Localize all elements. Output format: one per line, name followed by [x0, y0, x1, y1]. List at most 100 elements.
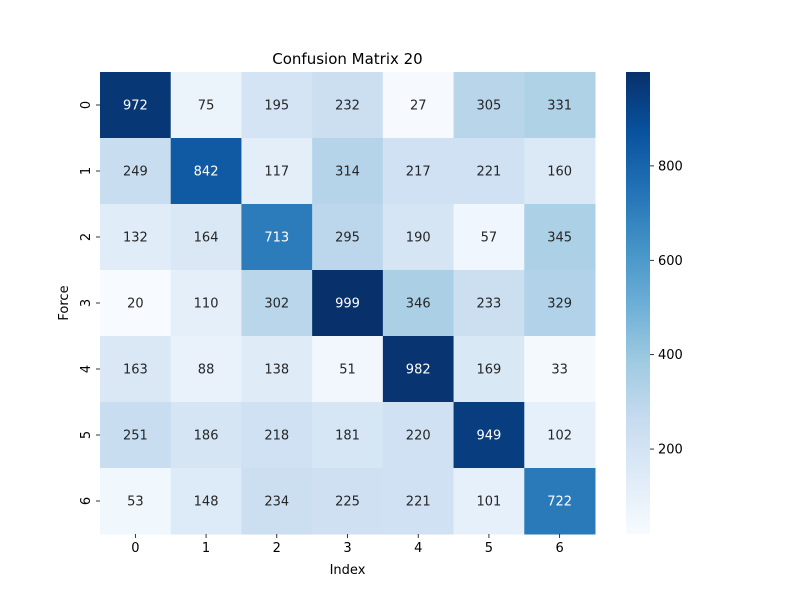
heatmap-cell [170, 72, 242, 139]
heatmap-cell [170, 468, 242, 535]
cell-value-label: 169 [477, 363, 502, 378]
heatmap-cell [453, 204, 525, 271]
heatmap-cell [241, 270, 313, 337]
cell-value-label: 53 [127, 495, 144, 510]
cell-value-label: 345 [547, 231, 572, 246]
heatmap-cell [100, 402, 172, 469]
cell-value-label: 88 [198, 363, 215, 378]
cell-value-label: 302 [264, 297, 289, 312]
x-tick-label: 6 [556, 541, 564, 556]
y-tick-label: 4 [79, 365, 94, 373]
colorbar-ticks: 200 400 600 800 [650, 159, 683, 458]
heatmap-cell [524, 204, 596, 271]
heatmap-cell [312, 468, 384, 535]
heatmap-cell [241, 336, 313, 403]
heatmap-cell [312, 138, 384, 205]
y-axis-label: Force [57, 285, 72, 320]
heatmap-cell [312, 72, 384, 139]
x-tick-label: 4 [414, 541, 422, 556]
y-axis-ticks: 0 1 2 3 4 5 6 [79, 101, 100, 505]
cell-value-label: 305 [477, 99, 502, 114]
x-tick-label: 5 [485, 541, 493, 556]
heatmap-cell [524, 336, 596, 403]
y-tick-label: 3 [79, 299, 94, 307]
heatmap-cell [524, 468, 596, 535]
cell-value-label: 51 [339, 363, 356, 378]
colorbar-tick-label: 800 [658, 159, 683, 174]
cell-value-label: 218 [264, 429, 289, 444]
heatmap-cell [453, 138, 525, 205]
cell-value-label: 221 [406, 495, 431, 510]
x-tick-label: 1 [202, 541, 210, 556]
x-tick-label: 0 [131, 541, 139, 556]
heatmap-cell [453, 468, 525, 535]
cell-value-label: 20 [127, 297, 144, 312]
y-tick-label: 0 [79, 101, 94, 109]
chart-title: Confusion Matrix 20 [272, 50, 422, 68]
cell-value-label: 148 [194, 495, 219, 510]
cell-value-label: 220 [406, 429, 431, 444]
heatmap-cell [312, 336, 384, 403]
heatmap-cells: 972 75 195 232 27 305 331 249 842 117 314 217 221 160… [100, 72, 596, 535]
heatmap-cell [241, 72, 313, 139]
heatmap-cell [100, 72, 172, 139]
y-tick-label: 6 [79, 497, 94, 505]
cell-value-label: 314 [335, 165, 360, 180]
heatmap-cell [100, 138, 172, 205]
cell-value-label: 195 [264, 99, 289, 114]
cell-value-label: 982 [406, 363, 431, 378]
cell-value-label: 217 [406, 165, 431, 180]
heatmap-cell [100, 336, 172, 403]
cell-value-label: 75 [198, 99, 215, 114]
colorbar-tick-label: 200 [658, 443, 683, 458]
x-axis-label: Index [330, 563, 366, 578]
cell-value-label: 57 [481, 231, 498, 246]
cell-value-label: 138 [264, 363, 289, 378]
heatmap-cell [453, 336, 525, 403]
cell-value-label: 117 [264, 165, 289, 180]
cell-value-label: 102 [547, 429, 572, 444]
cell-value-label: 132 [123, 231, 148, 246]
cell-value-label: 164 [194, 231, 219, 246]
heatmap-cell [382, 468, 455, 535]
colorbar-tick-label: 600 [658, 254, 683, 269]
heatmap-cell [382, 402, 455, 469]
heatmap-cell [170, 270, 242, 337]
x-axis-ticks: 0 1 2 3 4 5 6 [131, 534, 564, 556]
heatmap-cell [524, 270, 596, 337]
cell-value-label: 221 [477, 165, 502, 180]
cell-value-label: 27 [410, 99, 427, 114]
cell-value-label: 346 [406, 297, 431, 312]
y-tick-label: 5 [79, 431, 94, 439]
heatmap-cell [382, 138, 455, 205]
heatmap-cell [312, 270, 384, 337]
cell-value-label: 251 [123, 429, 148, 444]
heatmap-cell [241, 204, 313, 271]
heatmap-cell [453, 402, 525, 469]
cell-value-label: 329 [547, 297, 572, 312]
cell-value-label: 842 [194, 165, 219, 180]
heatmap-cell [312, 402, 384, 469]
cell-value-label: 234 [264, 495, 289, 510]
cell-value-label: 190 [406, 231, 431, 246]
heatmap-cell [170, 402, 242, 469]
heatmap-cell [382, 270, 455, 337]
colorbar-tick-label: 400 [658, 348, 683, 363]
cell-value-label: 186 [194, 429, 219, 444]
heatmap-cell [241, 468, 313, 535]
heatmap-cell [524, 72, 596, 139]
heatmap-cell [524, 402, 596, 469]
heatmap-cell [100, 270, 172, 337]
cell-value-label: 33 [551, 363, 568, 378]
heatmap-cell [241, 402, 313, 469]
heatmap-cell [382, 72, 455, 139]
heatmap-cell [170, 336, 242, 403]
y-tick-label: 2 [79, 233, 94, 241]
heatmap-cell [312, 204, 384, 271]
heatmap-cell [382, 204, 455, 271]
cell-value-label: 722 [547, 495, 572, 510]
heatmap-cell [524, 138, 596, 205]
heatmap-cell [453, 270, 525, 337]
cell-value-label: 233 [477, 297, 502, 312]
